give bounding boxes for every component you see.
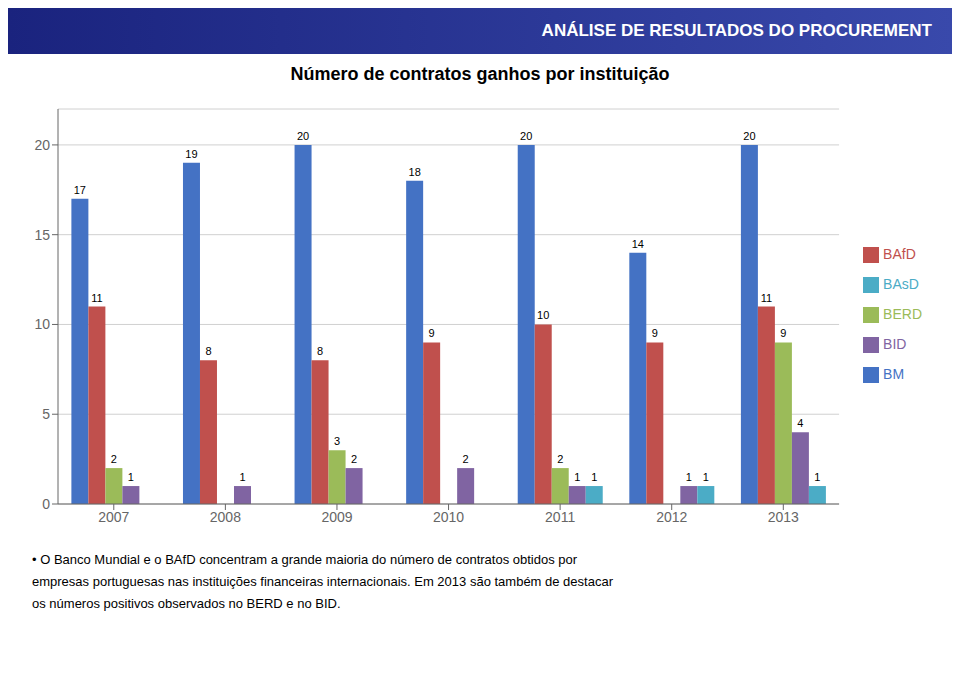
svg-text:19: 19 (185, 148, 197, 160)
svg-text:17: 17 (74, 184, 86, 196)
svg-text:2012: 2012 (656, 509, 687, 525)
svg-text:1: 1 (703, 471, 709, 483)
html-text:ANÁLISE DE RESULTADOS DO PROCU: ANÁLISE DE RESULTADOS DO PROCUREMENT (541, 21, 932, 40)
svg-text:2009: 2009 (321, 509, 352, 525)
svg-text:14: 14 (632, 238, 644, 250)
html-text:BAfD: BAfD (883, 246, 916, 262)
svg-text:0: 0 (42, 496, 50, 512)
svg-text:2007: 2007 (98, 509, 129, 525)
html-text:BERD: BERD (883, 306, 922, 322)
svg-text:9: 9 (780, 327, 786, 339)
svg-text:9: 9 (652, 327, 658, 339)
svg-text:20: 20 (34, 137, 50, 153)
html-text:BAsD: BAsD (883, 276, 919, 292)
svg-text:11: 11 (91, 292, 102, 304)
svg-text:1: 1 (239, 471, 245, 483)
svg-text:11: 11 (761, 292, 772, 304)
svg-text:2: 2 (557, 453, 563, 465)
svg-text:2: 2 (463, 453, 469, 465)
svg-text:2011: 2011 (545, 509, 575, 525)
html-text:BID: BID (883, 336, 907, 352)
svg-text:10: 10 (537, 309, 549, 321)
svg-text:10: 10 (34, 316, 50, 332)
svg-text:2: 2 (351, 453, 357, 465)
svg-text:20: 20 (520, 130, 532, 142)
svg-text:1: 1 (574, 471, 580, 483)
html-text:Número de contratos ganhos por: Número de contratos ganhos por instituiç… (290, 64, 670, 84)
svg-text:8: 8 (205, 345, 211, 357)
html-text:BM: BM (883, 366, 905, 382)
svg-text:20: 20 (743, 130, 755, 142)
svg-text:2010: 2010 (433, 509, 464, 525)
svg-text:15: 15 (34, 227, 50, 243)
svg-text:1: 1 (128, 471, 134, 483)
svg-text:8: 8 (317, 345, 323, 357)
svg-text:5: 5 (42, 406, 50, 422)
svg-text:2008: 2008 (210, 509, 241, 525)
svg-text:9: 9 (429, 327, 435, 339)
svg-text:18: 18 (409, 166, 421, 178)
svg-text:1: 1 (591, 471, 597, 483)
svg-text:1: 1 (814, 471, 820, 483)
svg-text:20: 20 (297, 130, 309, 142)
svg-text:1: 1 (686, 471, 692, 483)
svg-text:2013: 2013 (768, 509, 799, 525)
html-text:• O Banco Mundial e o BAfD con: • O Banco Mundial e o BAfD concentram a … (32, 552, 613, 612)
svg-text:2: 2 (111, 453, 117, 465)
svg-text:3: 3 (334, 435, 340, 447)
svg-text:4: 4 (797, 417, 803, 429)
